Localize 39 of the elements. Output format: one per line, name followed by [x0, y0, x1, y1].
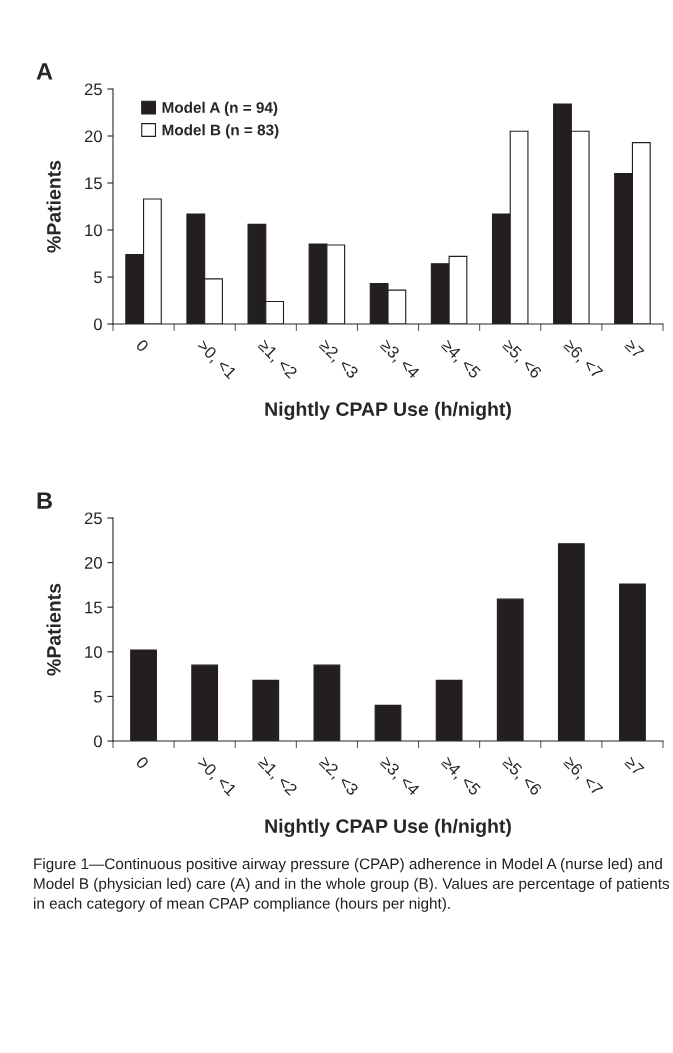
- x-tick-label: ≥6, <7: [561, 755, 604, 798]
- y-tick-label: 25: [84, 83, 102, 96]
- x-tick-label: >0, <1: [195, 755, 238, 798]
- x-tick-label: ≥3, <4: [378, 338, 421, 381]
- y-tick-label: 10: [85, 646, 102, 658]
- x-tick-label: ≥7: [624, 338, 645, 359]
- legend-label: Model A (n = 94): [162, 101, 278, 116]
- y-tick-label: 20: [84, 130, 102, 143]
- y-tick-label: 0: [93, 318, 102, 331]
- chart-title: B: [37, 492, 52, 509]
- y-tick-label: 20: [84, 557, 102, 569]
- x-tick-label: ≥7: [624, 755, 645, 776]
- y-tick-label: 5: [93, 690, 102, 703]
- x-tick-label: ≥1, <2: [256, 755, 298, 798]
- x-tick-label: ≥5, <6: [500, 338, 543, 381]
- x-tick-label: ≥2, <3: [317, 338, 360, 381]
- x-tick-label: 0: [135, 338, 150, 353]
- x-tick-label: ≥4, <5: [439, 755, 482, 798]
- chart-title: A: [36, 63, 53, 80]
- x-tick-label: ≥2, <3: [317, 755, 360, 798]
- x-tick-label: ≥3, <4: [378, 755, 421, 798]
- legend-label: Model B (n = 83): [162, 124, 279, 139]
- y-tick-label: 5: [93, 271, 102, 284]
- x-axis-title: Nightly CPAP Use (h/night): [265, 401, 511, 420]
- y-axis-title: %Patients: [46, 583, 61, 676]
- y-axis-title: %Patients: [46, 160, 61, 253]
- x-tick-label: ≥1, <2: [256, 338, 298, 381]
- x-tick-label: ≥6, <7: [561, 338, 604, 381]
- x-tick-label: >0, <1: [195, 338, 238, 381]
- x-tick-label: ≥4, <5: [439, 338, 482, 381]
- y-tick-label: 15: [85, 177, 102, 190]
- y-tick-label: 15: [85, 601, 102, 614]
- y-tick-label: 0: [93, 735, 102, 748]
- x-tick-label: ≥5, <6: [500, 755, 543, 798]
- y-tick-label: 10: [85, 224, 102, 237]
- x-axis-title: Nightly CPAP Use (h/night): [265, 818, 511, 837]
- x-tick-label: 0: [135, 755, 150, 770]
- caption: Figure 1—Continuous positive airway pressure (CPAP) adherence in Model A (nurse led) and Model B (physician led) care (A) and in the whole group (B). Values are percentage of patients in each category of mean CPAP compliance (hours per night).: [34, 858, 670, 912]
- y-tick-label: 25: [84, 512, 102, 525]
